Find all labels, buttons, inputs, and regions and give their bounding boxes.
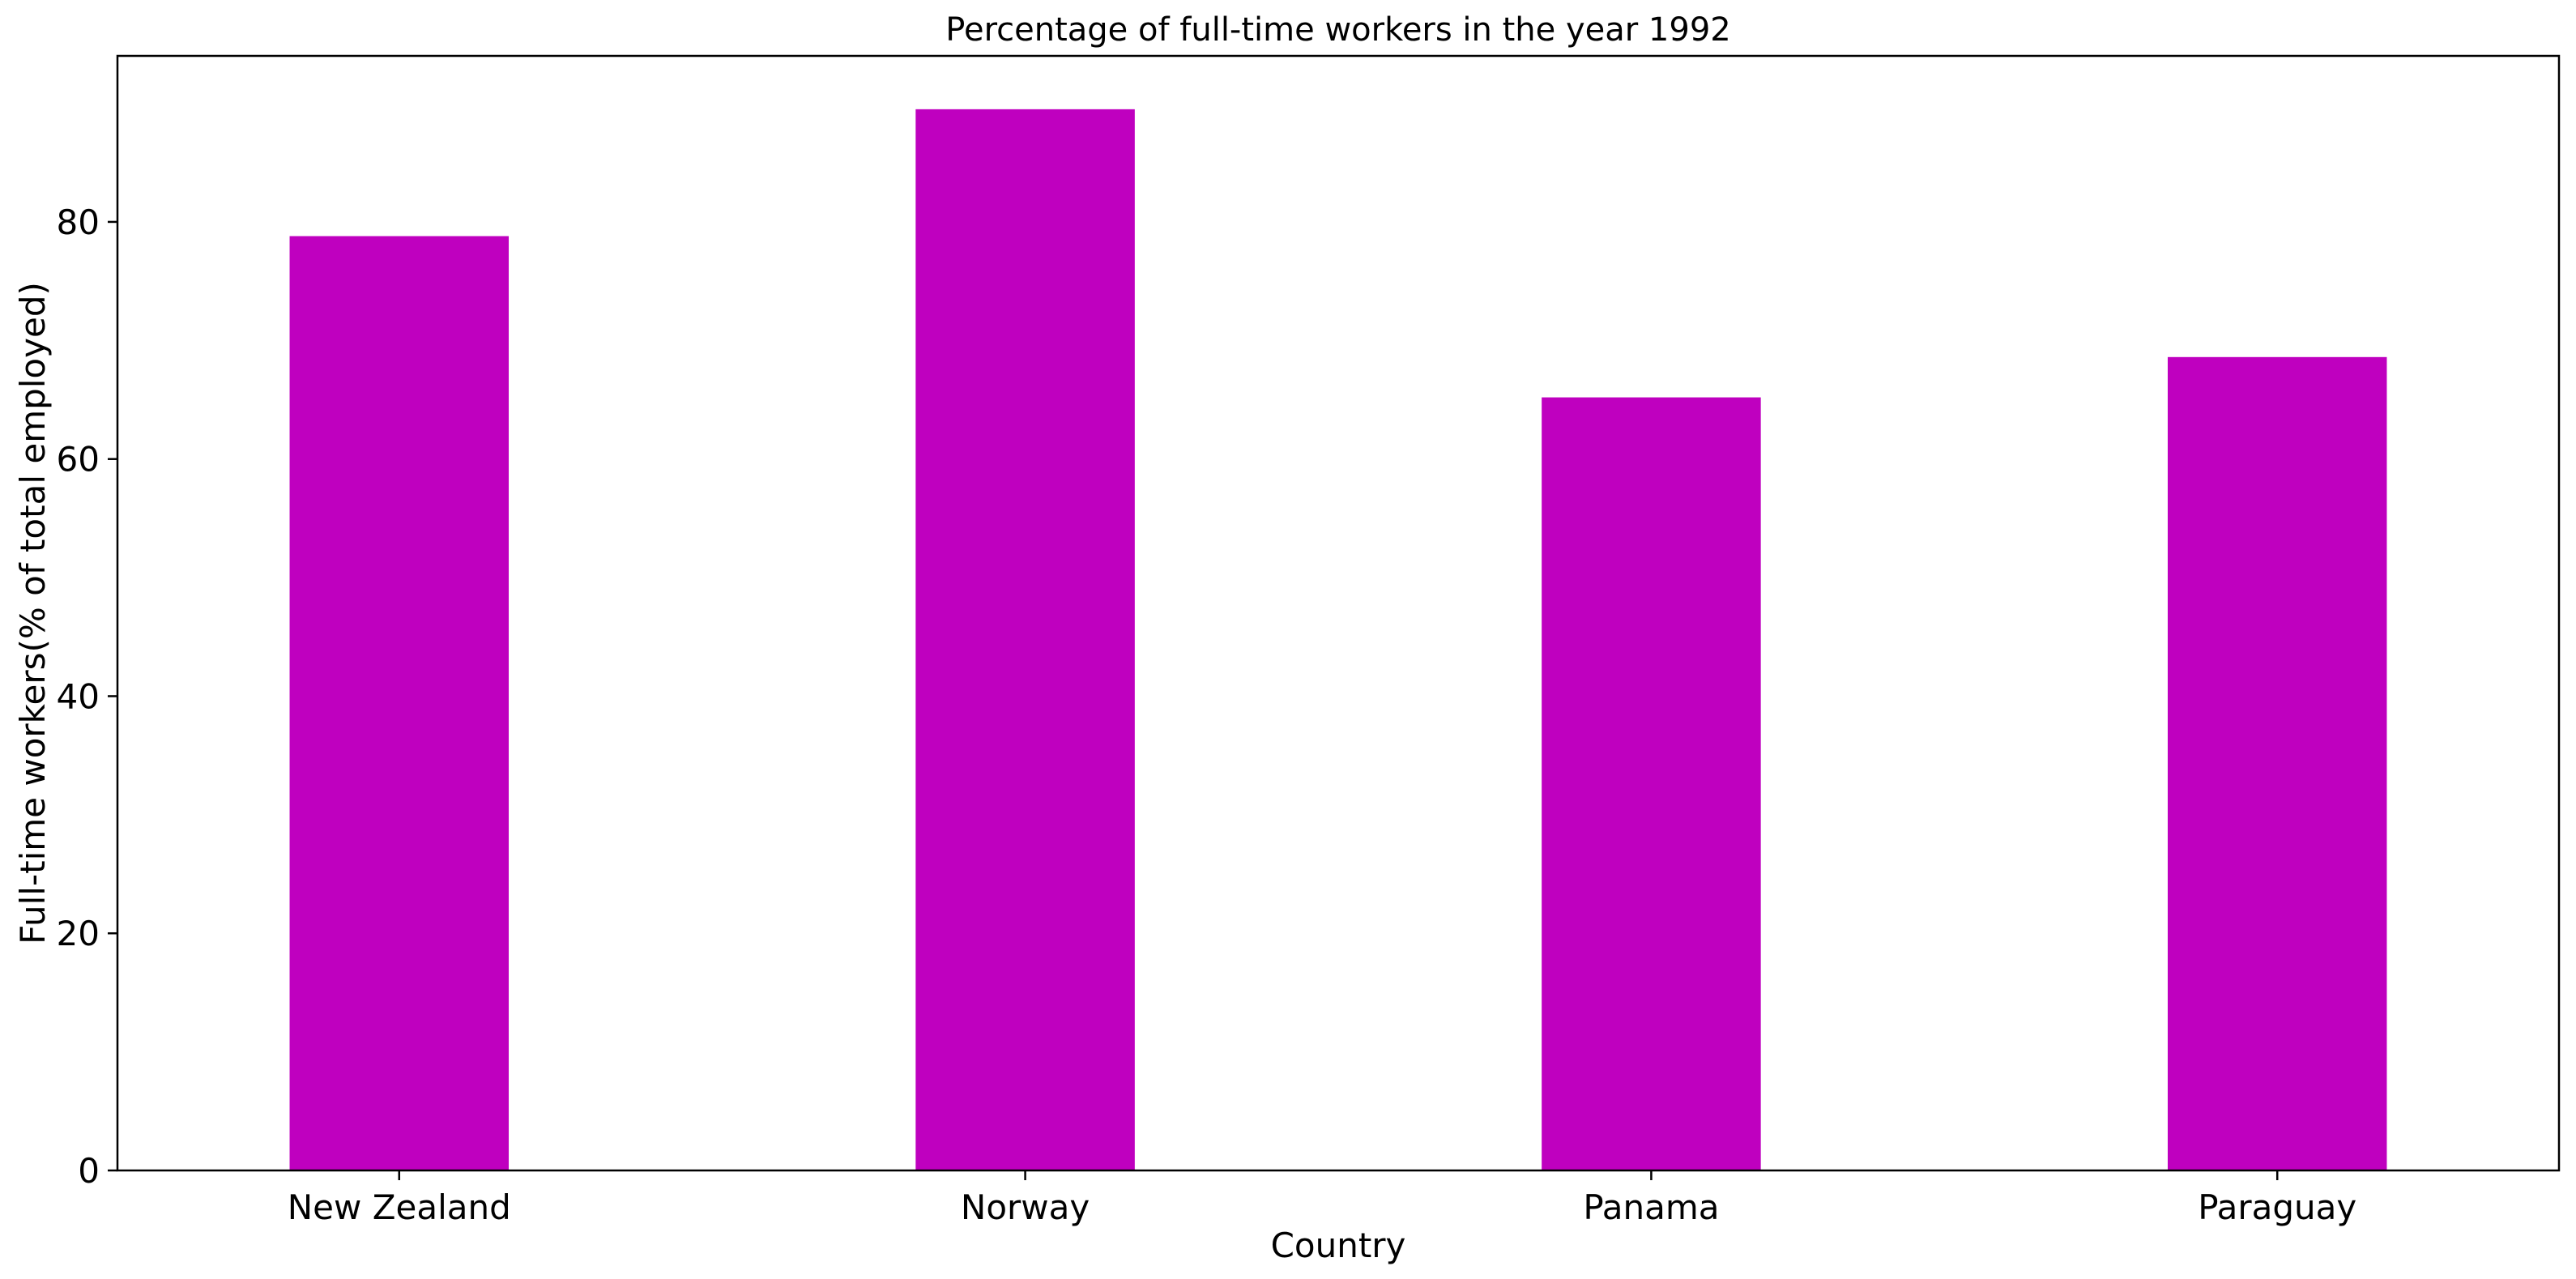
x-axis-label: Country [1271, 1226, 1406, 1265]
y-axis-label: Full-time workers(% of total employed) [13, 282, 53, 944]
x-tick-label: New Zealand [288, 1187, 511, 1227]
y-tick-label: 80 [57, 203, 100, 242]
bar-panama [1542, 397, 1761, 1170]
bars [289, 109, 2387, 1171]
x-axis-ticks: New Zealand Norway Panama Paraguay [288, 1170, 2356, 1227]
x-tick-label: Panama [1583, 1187, 1719, 1227]
y-tick-label: 60 [57, 440, 100, 480]
y-axis-ticks: 0 20 40 60 80 [57, 203, 117, 1191]
chart-title: Percentage of full-time workers in the y… [945, 11, 1730, 49]
plot-frame [116, 54, 2561, 1172]
x-tick-label: Norway [961, 1187, 1090, 1227]
y-tick-label: 0 [78, 1151, 100, 1191]
bar-paraguay [2167, 356, 2387, 1171]
y-tick-label: 40 [57, 676, 100, 716]
x-tick-label: Paraguay [2198, 1187, 2356, 1227]
y-tick-label: 20 [57, 914, 100, 953]
bar-norway [915, 109, 1135, 1171]
bar-new-zealand [289, 236, 510, 1170]
